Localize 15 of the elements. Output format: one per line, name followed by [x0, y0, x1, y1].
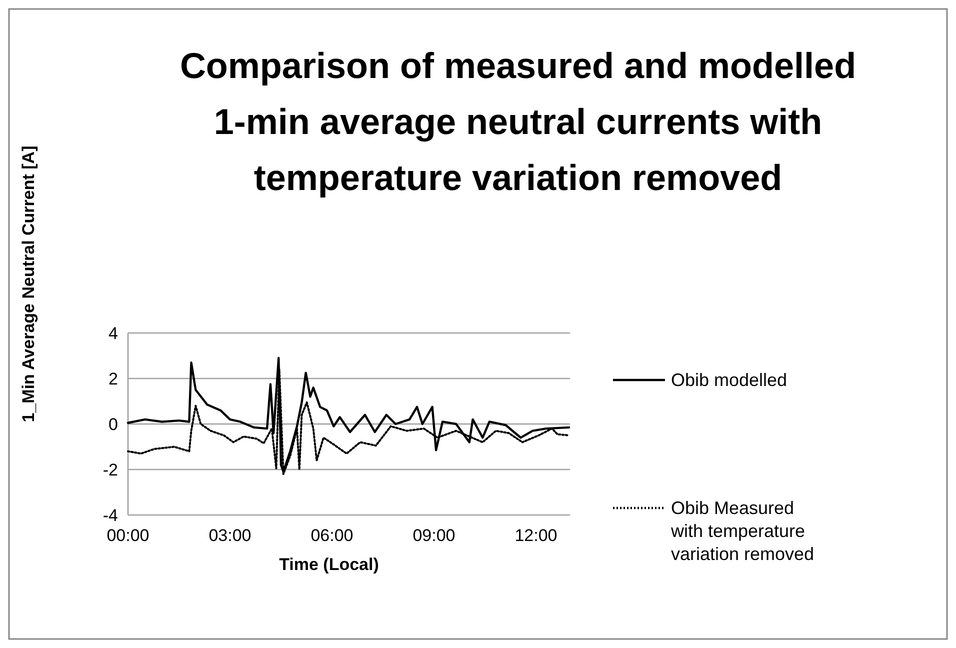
x-axis-title: Time (Local) [279, 555, 379, 574]
x-tick-label: 00:00 [106, 526, 150, 545]
chart-title: Comparison of measured and modelled 1-min average neutral currents with temperature variation removed [180, 45, 856, 198]
legend-label: Obib Measured with temperature variation removed [670, 498, 814, 564]
y-tick-label: -4 [102, 506, 118, 525]
x-tick-label: 09:00 [412, 526, 456, 545]
y-axis-title: 1_Min Average Neutral Current [A] [19, 146, 38, 422]
y-tick-label: -2 [102, 460, 118, 480]
y-tick-label: 4 [108, 324, 118, 343]
x-tick-label: 06:00 [310, 526, 354, 545]
legend-label: Obib modelled [671, 370, 788, 390]
x-tick-label: 12:00 [514, 526, 558, 545]
y-tick-label: 0 [108, 415, 118, 434]
x-tick-label: 03:00 [208, 526, 252, 545]
y-tick-label: 2 [108, 370, 118, 388]
